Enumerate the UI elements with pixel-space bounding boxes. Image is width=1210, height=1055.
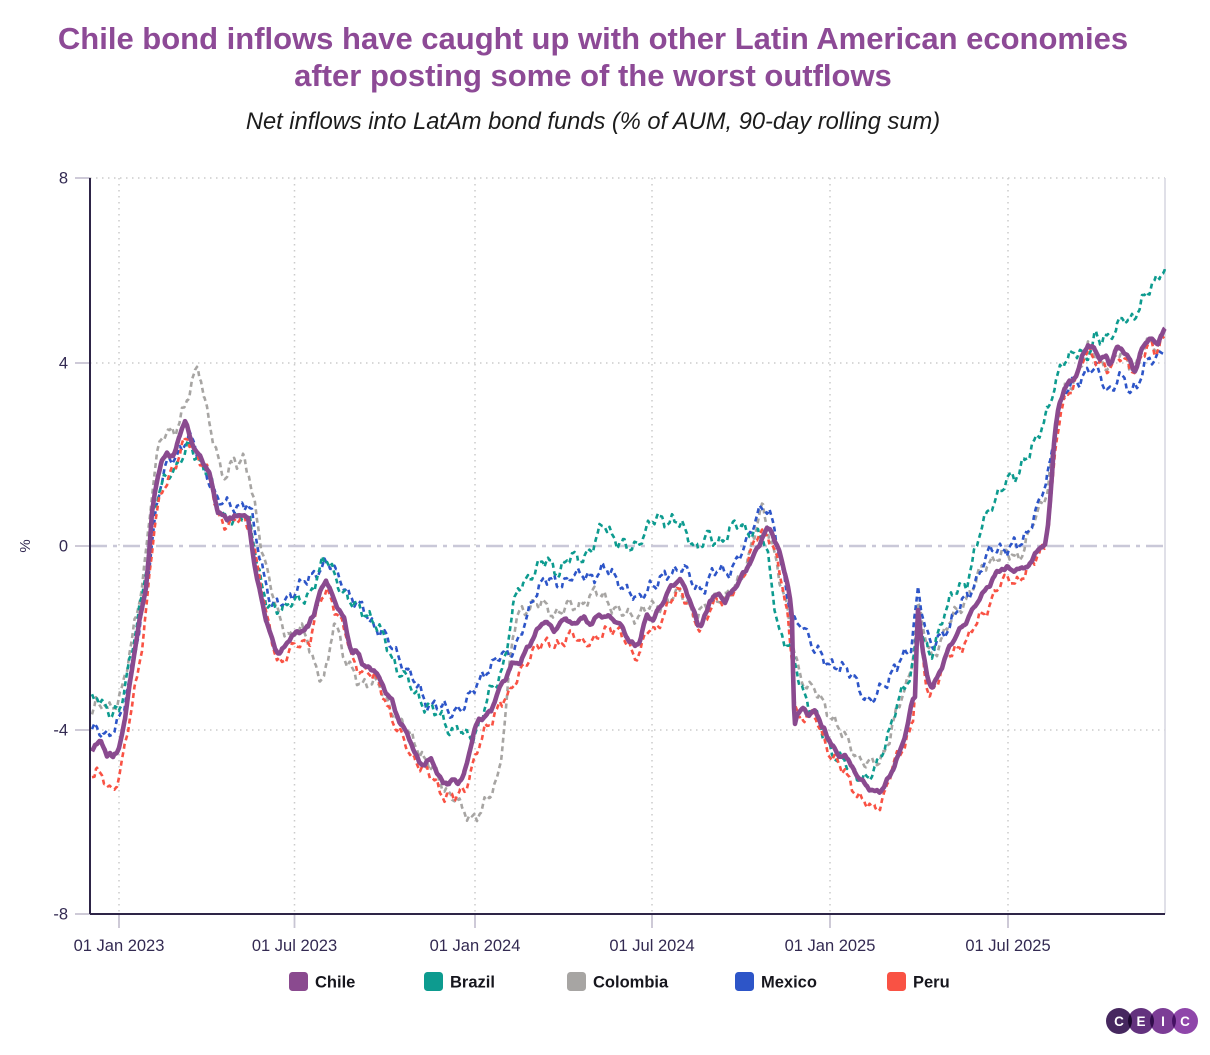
svg-text:Chile: Chile (315, 974, 355, 992)
svg-text:4: 4 (59, 355, 68, 373)
svg-text:Chile bond inflows have caught: Chile bond inflows have caught up with o… (58, 21, 1128, 56)
svg-text:01 Jan 2023: 01 Jan 2023 (74, 937, 165, 955)
svg-text:01 Jul 2024: 01 Jul 2024 (609, 937, 694, 955)
svg-text:Colombia: Colombia (593, 974, 669, 992)
svg-text:01 Jul 2023: 01 Jul 2023 (252, 937, 337, 955)
svg-text:8: 8 (59, 170, 68, 188)
svg-text:-8: -8 (53, 906, 68, 924)
svg-text:01 Jan 2024: 01 Jan 2024 (430, 937, 521, 955)
svg-text:E: E (1136, 1014, 1145, 1029)
svg-text:0: 0 (59, 538, 68, 556)
svg-text:01 Jul 2025: 01 Jul 2025 (965, 937, 1050, 955)
svg-text:Peru: Peru (913, 974, 950, 992)
svg-text:Brazil: Brazil (450, 974, 495, 992)
svg-text:%: % (17, 539, 34, 552)
svg-text:01 Jan 2025: 01 Jan 2025 (785, 937, 876, 955)
svg-text:C: C (1114, 1014, 1124, 1029)
svg-text:-4: -4 (53, 722, 68, 740)
svg-text:C: C (1180, 1014, 1190, 1029)
svg-text:I: I (1161, 1014, 1165, 1029)
svg-text:Mexico: Mexico (761, 974, 817, 992)
svg-text:after posting some of the wors: after posting some of the worst outflows (294, 58, 892, 93)
svg-text:Net inflows into LatAm bond fu: Net inflows into LatAm bond funds (% of … (246, 109, 940, 135)
